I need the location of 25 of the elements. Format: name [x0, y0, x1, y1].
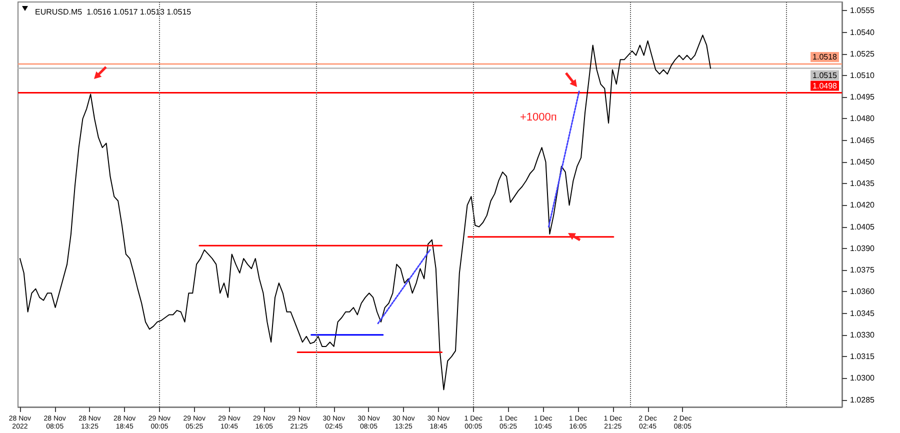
y-tick-label: 1.0435: [850, 179, 876, 188]
y-tick-label: 1.0390: [850, 244, 876, 253]
ref-line-label: 1.0518: [812, 52, 838, 62]
y-tick-label: 1.0330: [850, 330, 876, 340]
y-tick-label: 1.0450: [850, 157, 876, 166]
y-tick-label: 1.0465: [850, 136, 876, 145]
y-tick-label: 1.0360: [850, 287, 876, 296]
line-series: [19, 34, 712, 390]
y-tick-label: 1.0375: [850, 266, 876, 275]
y-tick-label: 1.0555: [850, 6, 876, 16]
y-tick-label: 1.0525: [850, 49, 876, 58]
y-tick-label: 1.0300: [850, 374, 876, 383]
annotation: +1000п: [520, 112, 557, 124]
y-tick-label: 1.0510: [850, 71, 876, 80]
y-tick-label: 1.0285: [850, 395, 876, 404]
y-tick-label: 1.0420: [850, 200, 876, 210]
y-tick-label: 1.0495: [850, 92, 876, 102]
ref-line-label: 1.0515: [812, 70, 838, 80]
ref-line-label: 1.0498: [812, 81, 838, 90]
y-tick-label: 1.0540: [850, 28, 876, 37]
y-tick-label: 1.0315: [850, 352, 876, 362]
text: EURUSD.M5 1.0516 1.0517 1.0513 1.0515: [35, 8, 192, 16]
y-tick-label: 1.0405: [850, 222, 876, 232]
y-tick-label: 1.0480: [850, 114, 876, 124]
y-tick-label: 1.0345: [850, 308, 876, 318]
